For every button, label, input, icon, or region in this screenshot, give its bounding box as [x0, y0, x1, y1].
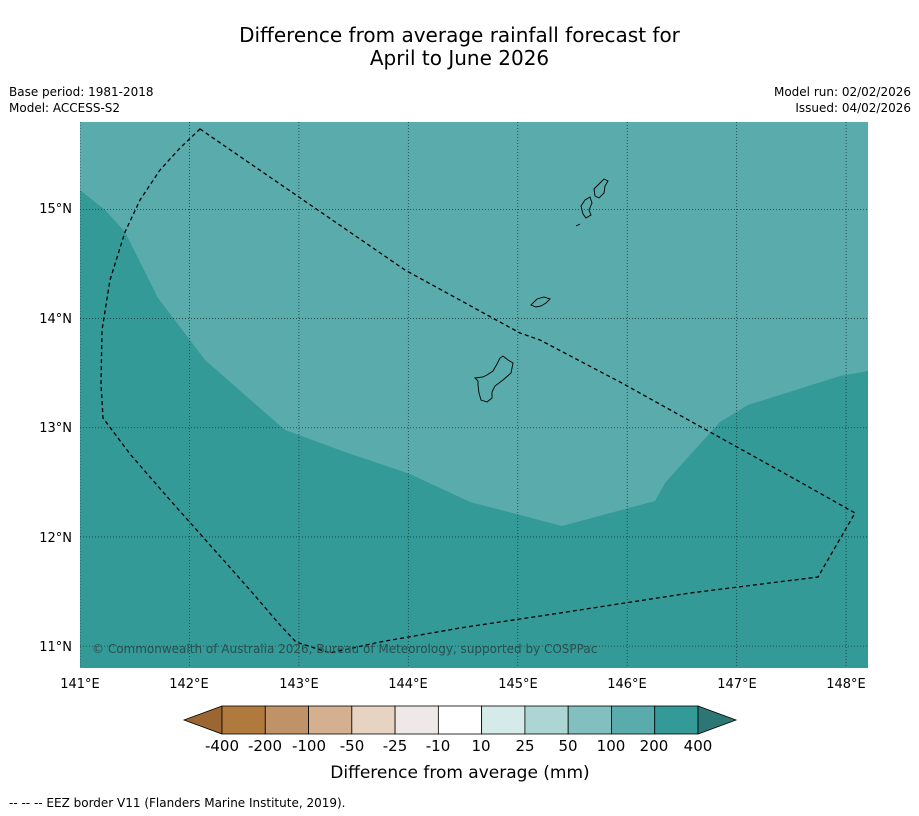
model-run: Model run: 02/02/2026 [773, 85, 911, 99]
colorbar-label: -50 [340, 737, 365, 755]
colorbar-label: -100 [292, 737, 326, 755]
lat-tick: 13°N [39, 421, 72, 436]
lon-tick: 143°E [279, 677, 319, 692]
lon-tick: 148°E [826, 677, 866, 692]
colorbar-labels: -400 -200 -100 -50 -25 -10 10 25 50 100 … [205, 737, 712, 755]
model-name: Model: ACCESS-S2 [9, 101, 121, 115]
lat-tick: 11°N [39, 640, 72, 655]
lon-tick: 142°E [169, 677, 209, 692]
colorbar-label: 10 [471, 737, 490, 755]
colorbar-segment [351, 705, 396, 735]
guam-island [474, 355, 514, 403]
lat-tick: 15°N [39, 202, 72, 217]
meta-right: Model run: 02/02/2026 Issued: 04/02/2026 [774, 84, 911, 116]
coastlines [474, 178, 609, 403]
zone-200-400 [80, 190, 868, 668]
colorbar-label: 50 [558, 737, 577, 755]
colorbar-segment [308, 705, 353, 735]
saipan-island [593, 178, 609, 199]
lon-tick: 145°E [498, 677, 538, 692]
colorbar-segment [611, 705, 656, 735]
copyright-notice: © Commonwealth of Australia 2026, Bureau… [92, 642, 597, 656]
base-period: Base period: 1981-2018 [9, 85, 154, 99]
colorbar-segment [481, 705, 526, 735]
colorbar-segment [221, 705, 266, 735]
colorbar-segment [437, 705, 483, 735]
lon-tick: 144°E [388, 677, 428, 692]
colorbar-segment [264, 705, 309, 735]
colorbar-label: 200 [640, 737, 669, 755]
colorbar-label: -10 [426, 737, 451, 755]
colorbar-label: 400 [684, 737, 713, 755]
eez-border [100, 128, 856, 654]
colorbar-title: Difference from average (mm) [330, 763, 589, 783]
title-line-1: Difference from average rainfall forecas… [239, 23, 680, 47]
colorbar-segment [394, 705, 439, 735]
lon-tick-labels: 141°E 142°E 143°E 144°E 145°E 146°E 147°… [60, 677, 866, 692]
rota-island [530, 296, 551, 308]
colorbar-label: -200 [248, 737, 282, 755]
colorbar-label: -400 [205, 737, 239, 755]
lat-tick-labels: 15°N 14°N 13°N 12°N 11°N [39, 202, 72, 655]
eez-footnote: -- -- -- EEZ border V11 (Flanders Marine… [9, 796, 346, 810]
lat-tick: 14°N [39, 312, 72, 327]
colorbar-label: -25 [383, 737, 408, 755]
aguijan-island [575, 223, 581, 227]
map-panel: © Commonwealth of Australia 2026, Bureau… [80, 122, 868, 668]
colorbar: -400 -200 -100 -50 -25 -10 10 25 50 100 … [182, 705, 738, 783]
lon-tick: 146°E [607, 677, 647, 692]
issued-date: Issued: 04/02/2026 [795, 101, 911, 115]
colorbar-segment [567, 705, 612, 735]
meta-left: Base period: 1981-2018 Model: ACCESS-S2 [9, 84, 154, 116]
colorbar-label: 100 [597, 737, 626, 755]
colorbar-segment [654, 705, 699, 735]
lon-tick: 147°E [717, 677, 757, 692]
colorbar-under-arrow [182, 705, 223, 735]
graticule [80, 122, 868, 668]
lat-tick: 12°N [39, 531, 72, 546]
colorbar-label: 25 [515, 737, 534, 755]
tinian-island [580, 196, 593, 219]
lon-tick: 141°E [60, 677, 100, 692]
colorbar-segment [524, 705, 569, 735]
colorbar-segments [221, 705, 699, 735]
title-line-2: April to June 2026 [369, 46, 550, 70]
colorbar-over-arrow [697, 705, 738, 735]
